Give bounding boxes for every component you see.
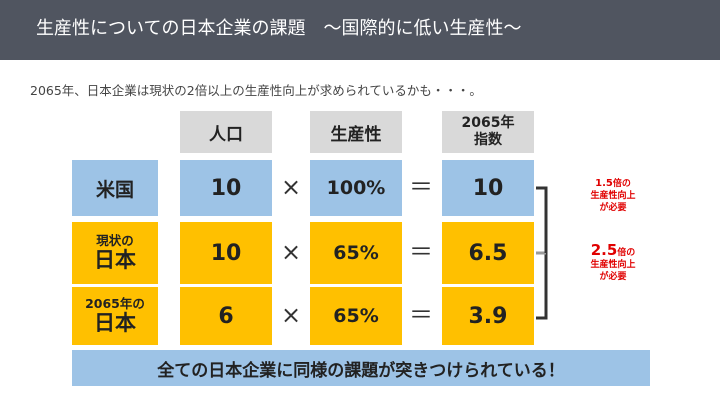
row-label-usa: 米国	[72, 160, 158, 216]
slide-title: 生産性についての日本企業の課題 ～国際的に低い生産性～	[36, 18, 522, 39]
row-label-japan-current-big: 日本	[94, 248, 136, 272]
cell-japan-current-index: 6.5	[442, 222, 534, 284]
column-header-index-line2: 指数	[474, 132, 502, 148]
note-1-5x-num: 1.5	[595, 178, 613, 189]
note-1-5x: 1.5倍の 生産性向上 が必要	[570, 178, 656, 214]
column-header-population: 人口	[180, 111, 272, 153]
note-2-5x-num: 2.5	[590, 241, 618, 259]
equals-operator: ＝	[409, 238, 433, 266]
row-label-japan-2065-big: 日本	[94, 311, 136, 335]
row-label-japan-2065: 2065年の 日本	[72, 287, 158, 345]
note-2-5x-line2: 生産性向上	[590, 260, 636, 270]
times-operator: ×	[280, 301, 302, 329]
cell-usa-productivity: 100%	[310, 160, 402, 216]
row-label-japan-current: 現状の 日本	[72, 222, 158, 284]
note-2-5x-line3: が必要	[599, 272, 627, 282]
note-1-5x-line3: が必要	[599, 203, 627, 213]
times-operator: ×	[280, 238, 302, 266]
equals-operator: ＝	[409, 301, 433, 329]
times-operator: ×	[280, 173, 302, 201]
equals-operator: ＝	[409, 173, 433, 201]
note-2-5x-unit: 倍の	[617, 248, 636, 258]
cell-usa-population: 10	[180, 160, 272, 216]
row-label-japan-2065-small: 2065年の	[85, 296, 145, 311]
cell-japan-2065-population: 6	[180, 287, 272, 345]
note-2-5x: 2.5倍の 生産性向上 が必要	[570, 241, 656, 283]
cell-japan-2065-productivity: 65%	[310, 287, 402, 345]
comparison-bracket	[536, 186, 548, 320]
cell-japan-current-productivity: 65%	[310, 222, 402, 284]
cell-japan-current-population: 10	[180, 222, 272, 284]
note-1-5x-unit: 倍の	[612, 179, 631, 189]
column-header-index: 2065年 指数	[442, 111, 534, 153]
cell-japan-2065-index: 3.9	[442, 287, 534, 345]
note-1-5x-line2: 生産性向上	[590, 191, 636, 201]
column-header-index-line1: 2065年	[461, 115, 515, 131]
cell-usa-index: 10	[442, 160, 534, 216]
column-header-productivity: 生産性	[310, 111, 402, 153]
row-label-japan-current-small: 現状の	[96, 233, 134, 248]
footer-banner: 全ての日本企業に同様の課題が突きつけられている！	[72, 350, 650, 386]
slide-header: 生産性についての日本企業の課題 ～国際的に低い生産性～	[0, 0, 720, 60]
subtitle-text: 2065年、日本企業は現状の2倍以上の生産性向上が求められているかも・・・。	[30, 83, 482, 98]
